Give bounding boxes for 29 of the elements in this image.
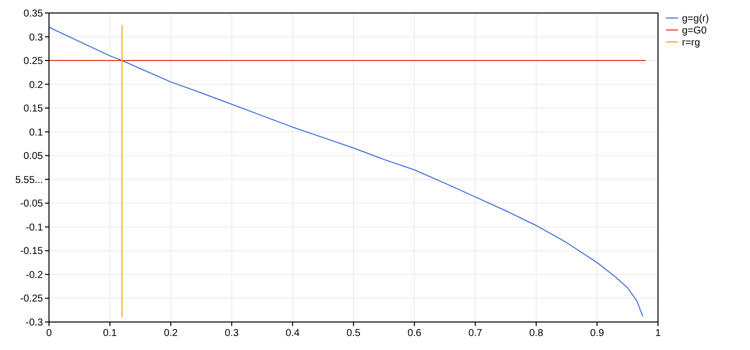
x-tick-label: 0.9	[590, 328, 604, 339]
y-tick-label: 0.15	[24, 104, 44, 115]
y-tick-label: 0.25	[24, 56, 44, 68]
y-tick-label: 0.1	[29, 127, 44, 138]
x-tick-label: 0.6	[407, 328, 422, 339]
x-tick-label: 0.7	[468, 328, 483, 339]
x-tick-label: 0.5	[346, 328, 361, 339]
x-tick-label: 0.3	[224, 328, 240, 339]
x-tick-label: 1	[655, 328, 662, 339]
legend-label: g=G0	[682, 26, 708, 36]
line-series	[48, 26, 644, 317]
y-tick-label: -0.2	[26, 270, 44, 281]
x-tick-label: 0.2	[164, 328, 178, 339]
x-tick-label: 0	[46, 328, 52, 339]
y-tick-label: 0.2	[29, 80, 44, 91]
x-tick-label: 0.1	[102, 328, 118, 339]
y-tick-label: -0.05	[20, 198, 44, 210]
y-tick-label: 0.05	[24, 151, 44, 162]
y-tick-label: 0.3	[29, 32, 44, 44]
y-tick-label: -0.15	[20, 246, 44, 258]
y-tick-label: -0.1	[26, 222, 44, 234]
y-tick-label: 0.35	[24, 8, 44, 20]
legend-label: g=g(r)	[682, 14, 709, 24]
x-tick-label: 0.8	[529, 328, 544, 339]
legend-label: r=rg	[682, 38, 700, 48]
x-tick-label: 0.4	[286, 328, 300, 339]
y-tick-label: -0.3	[26, 318, 44, 328]
y-tick-label: -0.25	[20, 294, 44, 305]
y-tick-label: 5.55...	[15, 174, 43, 186]
